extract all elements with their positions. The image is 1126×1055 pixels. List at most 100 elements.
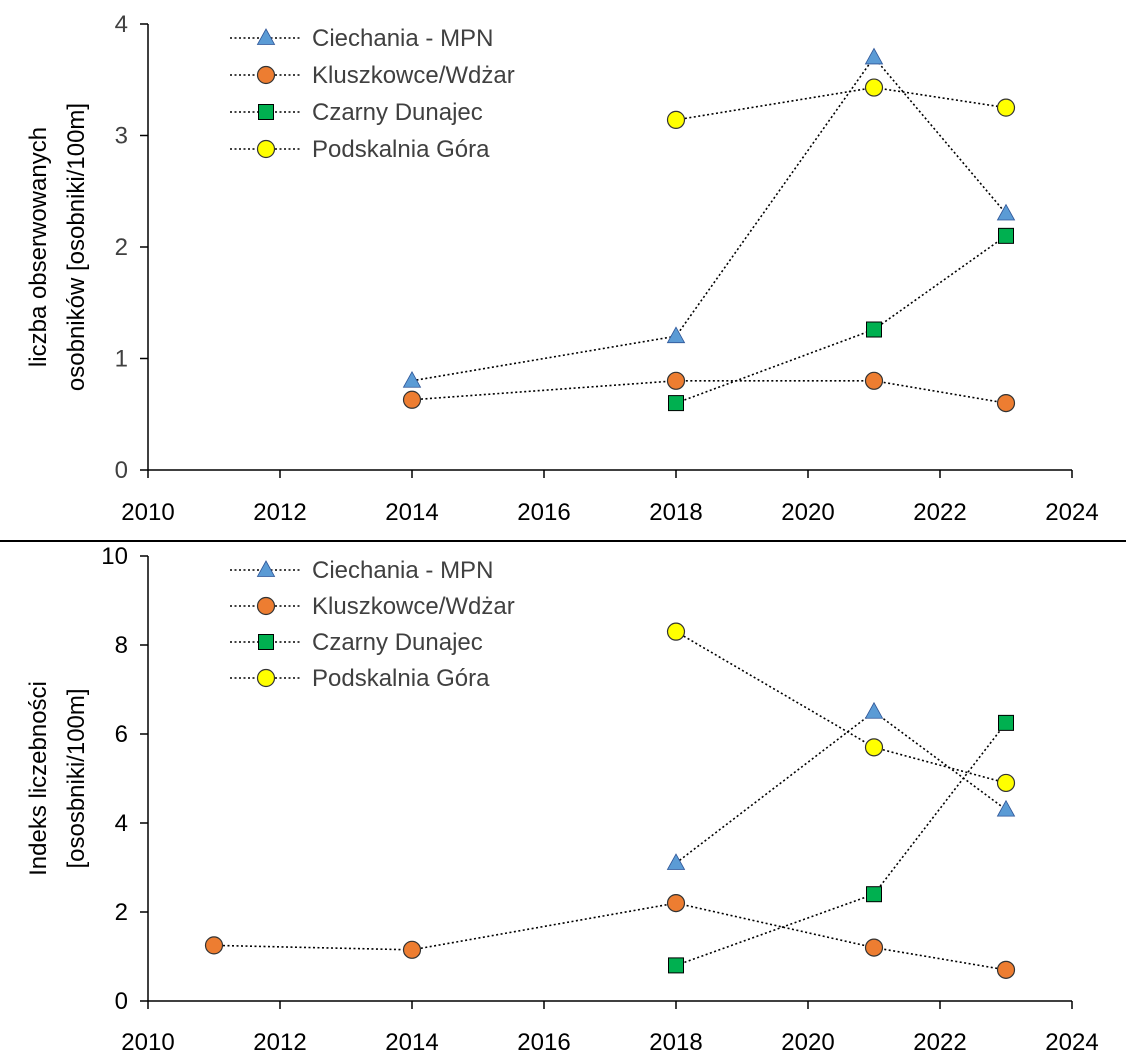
legend-label: Ciechania - MPN [312,557,493,584]
legend-marker [258,634,274,650]
data-point [402,370,422,388]
series-kluszkowce-wd-ar [402,371,1016,413]
series-line [213,902,1007,971]
data-point [864,701,884,719]
series-podskalnia-g-ra [666,622,1016,793]
legend-label: Czarny Dunajec [312,629,483,656]
legend-label: Czarny Dunajec [312,99,483,126]
x-tick-label: 2022 [913,1029,966,1055]
x-tick-label: 2020 [781,1029,834,1055]
y-tick-label: 1 [115,346,128,373]
y-axis-title-line: liczba obserwowanych [25,127,52,367]
data-point [204,936,224,955]
chart-panel-top: 0 1 2 3 4 2010 2012 2014 2016 2018 2020 2022 2024 lic… [25,11,1099,526]
legend-marker [256,139,276,159]
y-tick-label: 2 [115,899,128,926]
legend-marker [256,28,276,45]
legend-entry: Ciechania - MPN [230,25,493,52]
legend-entry: Czarny Dunajec [230,629,483,656]
y-tick-label: 6 [115,721,128,748]
series-line [675,722,1007,967]
legend-marker [256,668,276,688]
data-point [996,960,1016,979]
x-tick-label: 2016 [517,1029,570,1055]
chart-panel-bottom: 0 2 4 6 8 10 2010 2012 2014 2016 2018 2020 2022 2024 I… [25,543,1099,1055]
y-axis-title-line: osobników [osobniki/100m] [63,103,90,391]
x-tick-label: 2018 [649,1029,702,1055]
data-point [996,773,1016,793]
data-point [666,371,686,390]
series-ciechania-mpn [666,701,1016,870]
x-tick-label: 2010 [121,1029,174,1055]
data-point [866,321,882,338]
y-tick-label: 0 [115,988,128,1015]
data-point [666,326,686,344]
legend-marker [256,560,276,577]
x-tick-label: 2014 [385,499,438,526]
data-point [998,227,1014,244]
legend-label: Ciechania - MPN [312,25,493,52]
series-line [675,235,1007,404]
legend-label: Podskalnia Góra [312,665,490,692]
legend-marker [258,104,274,120]
data-point [864,78,884,97]
y-tick-label: 4 [115,11,128,38]
data-point [864,738,884,757]
data-point [998,714,1014,731]
x-tick-label: 2012 [253,1029,306,1055]
y-tick-label: 10 [101,543,128,570]
series-line [411,379,1007,404]
series-line [675,630,1007,784]
data-point [402,940,422,959]
series-kluszkowce-wd-ar [204,893,1016,979]
x-tick-label: 2022 [913,499,966,526]
data-point [866,886,882,903]
x-tick-label: 2012 [253,499,306,526]
legend-marker [256,65,276,85]
y-tick-label: 3 [115,123,128,150]
series-podskalnia-g-ra [666,78,1016,129]
x-tick-label: 2024 [1045,499,1098,526]
x-tick-label: 2010 [121,499,174,526]
legend-marker [256,596,276,616]
series-line [411,56,1007,382]
data-point [996,394,1016,413]
y-axis-title-line: [ososbniki/100m] [63,688,90,868]
legend-entry: Czarny Dunajec [230,99,483,126]
series-line [675,710,1007,864]
legend: Ciechania - MPN Kluszkowce/Wdżar Czarny Du… [230,25,515,163]
x-tick-label: 2024 [1045,1029,1098,1055]
series-czarny-dunajec [668,227,1014,412]
legend-entry: Kluszkowce/Wdżar [230,593,515,620]
data-point [668,395,684,412]
x-tick-label: 2018 [649,499,702,526]
y-tick-label: 4 [115,810,128,837]
series-czarny-dunajec [668,714,1014,974]
data-point [668,957,684,974]
y-tick-label: 2 [115,234,128,261]
legend-label: Podskalnia Góra [312,136,490,163]
y-axis-title-line: Indeks liczebności [25,681,52,876]
legend: Ciechania - MPN Kluszkowce/Wdżar Czarny Du… [230,557,515,692]
x-tick-label: 2014 [385,1029,438,1055]
data-point [864,47,884,65]
x-tick-label: 2020 [781,499,834,526]
legend-entry: Kluszkowce/Wdżar [230,62,515,89]
legend-label: Kluszkowce/Wdżar [312,62,515,89]
legend-entry: Podskalnia Góra [230,665,490,692]
data-point [666,853,686,870]
y-tick-label: 0 [115,457,128,484]
series-line [675,86,1007,121]
data-point [996,203,1016,221]
data-point [996,799,1016,817]
data-point [864,938,884,957]
data-point [402,390,422,409]
data-point [864,371,884,390]
legend-entry: Ciechania - MPN [230,557,493,584]
data-point [666,622,686,641]
y-tick-label: 8 [115,632,128,659]
x-tick-label: 2016 [517,499,570,526]
data-point [666,893,686,913]
series-ciechania-mpn [402,47,1016,388]
